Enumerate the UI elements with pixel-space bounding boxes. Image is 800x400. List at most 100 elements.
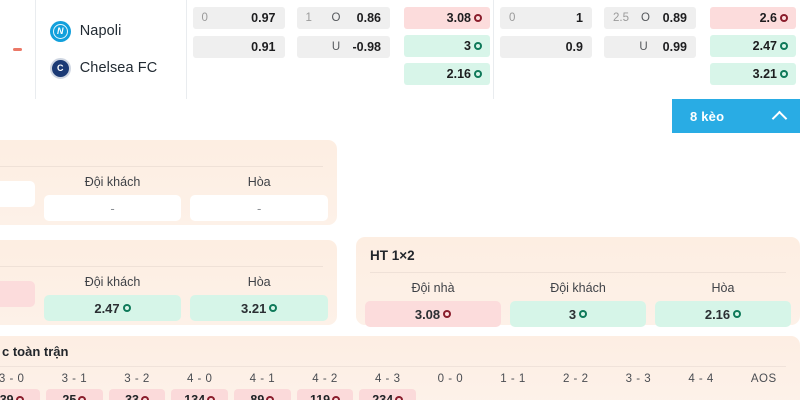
panel-correct-score: c toàn trận 2 - 1 9.5 3 - 0 3 [0, 336, 800, 400]
score-col: 4 - 4 [673, 367, 730, 400]
match-marker-dash [12, 48, 22, 51]
trend-up-icon [474, 42, 482, 50]
score-odds-box[interactable] [610, 389, 667, 400]
score-header: 4 - 2 [312, 373, 338, 385]
score-odds-box[interactable] [485, 389, 542, 400]
odds-cell-ou2-row2[interactable]: U 0.99 [604, 36, 696, 58]
column-header: Đội khách [84, 175, 141, 189]
odds-value: 119 [309, 392, 331, 400]
odds-group-overunder-2: 2.5 O 0.89 U 0.99 [598, 7, 702, 99]
score-odds-box[interactable]: 89 [234, 389, 291, 400]
odds-box-away[interactable]: 3 [510, 301, 646, 327]
column-header: Đội nhà [411, 281, 455, 295]
trend-up-icon [733, 310, 742, 318]
score-col: 0 - 0 [422, 367, 479, 400]
odds-value: 3.08 [446, 11, 471, 25]
score-odds-box[interactable]: 134 [171, 389, 229, 400]
panel-two-columns: Đội khách 2.47 Hòa 3.21 [0, 267, 337, 321]
panel-divider [370, 272, 786, 273]
odds-box-home[interactable] [0, 281, 35, 307]
score-grid: 2 - 1 9.5 3 - 0 39 3 - 1 25 [0, 367, 800, 400]
odds-box-away[interactable]: 2.47 [43, 295, 182, 321]
trend-up-icon [269, 304, 278, 312]
odds-value: 2.6 [759, 11, 777, 25]
odds-group-1x2-left: 3.08 3 2.16 [396, 0, 494, 99]
odds-cell-ou2-row1[interactable]: 2.5 O 0.89 [604, 7, 696, 29]
score-header: 3 - 3 [625, 373, 652, 385]
score-odds-box[interactable] [673, 389, 730, 400]
odds-box-draw[interactable]: - [190, 195, 329, 221]
column-header: Hòa [247, 175, 271, 189]
trend-up-icon [780, 70, 788, 78]
score-header: 4 - 3 [374, 373, 401, 385]
score-odds-box[interactable] [547, 389, 604, 400]
odds-1x2-right-draw[interactable]: 3.21 [710, 63, 796, 85]
odds-cell-handicap1-row2[interactable]: 0.91 [192, 36, 285, 58]
odds-1x2-right-away[interactable]: 2.47 [710, 35, 796, 57]
napoli-crest-letter: N [56, 26, 64, 36]
trend-up-icon [122, 304, 131, 312]
trend-down-icon [207, 395, 216, 400]
match-odds-bar: N Napoli C Chelsea FC 0 0.97 [0, 0, 800, 99]
odds-value: -0.98 [352, 40, 382, 54]
keo-count-button[interactable]: 8 kèo [672, 99, 800, 133]
odds-box-home[interactable]: - [0, 181, 35, 207]
score-header: 3 - 1 [61, 373, 88, 385]
odds-cell-handicap2-row2[interactable]: 0.9 [500, 36, 592, 58]
keo-button-row: 8 kèo [0, 99, 800, 133]
panel-divider [0, 266, 323, 267]
team-row-away[interactable]: C Chelsea FC [49, 57, 186, 79]
score-col: 4 - 2 119 [296, 367, 354, 400]
odds-group-handicap-2: 0 1 0.9 [494, 7, 598, 99]
chelsea-crest-letter: C [56, 63, 64, 73]
trend-down-icon [140, 395, 149, 400]
score-odds-box[interactable] [735, 389, 792, 400]
panel-ht-col-away: Đội khách 3 [510, 273, 646, 327]
odds-value: 3.21 [241, 300, 267, 316]
odds-cell-ou1-row1[interactable]: 1 O 0.86 [296, 7, 390, 29]
odds-box-home[interactable]: 3.08 [365, 301, 501, 327]
odds-cell-ou1-row2[interactable]: U -0.98 [296, 36, 390, 58]
odds-box-draw[interactable]: 3.21 [190, 295, 329, 321]
panel-two-col-draw: Hòa 3.21 [190, 267, 329, 321]
score-odds-box[interactable]: 39 [0, 389, 41, 400]
team-row-home[interactable]: N Napoli [49, 20, 186, 42]
odds-group-overunder-1: 1 O 0.86 U -0.98 [291, 7, 397, 99]
odds-value: 2.47 [94, 300, 120, 316]
trend-down-icon [395, 395, 404, 400]
odds-1x2-left-draw[interactable]: 2.16 [404, 63, 490, 85]
trend-down-icon [15, 395, 24, 400]
odds-side-over: O [641, 12, 650, 24]
score-header: 3 - 0 [0, 373, 25, 385]
panel-divider [0, 166, 323, 167]
odds-value: 0.91 [251, 40, 276, 54]
score-odds-box[interactable]: 33 [108, 389, 166, 400]
odds-cell-handicap2-row1[interactable]: 0 1 [500, 7, 592, 29]
odds-1x2-right-home[interactable]: 2.6 [710, 7, 796, 29]
trend-up-icon [780, 42, 788, 50]
odds-box-away[interactable]: - [43, 195, 182, 221]
score-odds-box[interactable]: 25 [46, 389, 103, 400]
odds-value: 25 [62, 392, 77, 400]
score-header: 4 - 1 [249, 373, 276, 385]
odds-value: 0.97 [251, 11, 276, 25]
odds-side-over: O [331, 12, 341, 24]
odds-cell-handicap1-row1[interactable]: 0 0.97 [192, 7, 285, 29]
score-odds-box[interactable] [422, 389, 479, 400]
trend-up-icon [474, 70, 482, 78]
odds-box-draw[interactable]: 2.16 [655, 301, 791, 327]
odds-1x2-left-away[interactable]: 3 [404, 35, 490, 57]
score-odds-box[interactable]: 234 [359, 389, 417, 400]
chelsea-crest-icon: C [49, 57, 71, 79]
odds-value: 0.9 [565, 40, 583, 54]
score-odds-box[interactable]: 119 [296, 389, 354, 400]
odds-1x2-left-home[interactable]: 3.08 [404, 7, 490, 29]
panel-two-col-away: Đội khách 2.47 [43, 267, 182, 321]
score-header: 4 - 4 [688, 373, 714, 385]
panel-score-title: c toàn trận [2, 344, 69, 359]
panel-1x2-full-empty: - Đội khách - Hòa - [0, 140, 337, 225]
column-header: Đội khách [84, 275, 141, 289]
odds-value: 0.86 [356, 11, 381, 25]
trend-down-icon [332, 395, 341, 400]
odds-value: 2.47 [752, 39, 777, 53]
